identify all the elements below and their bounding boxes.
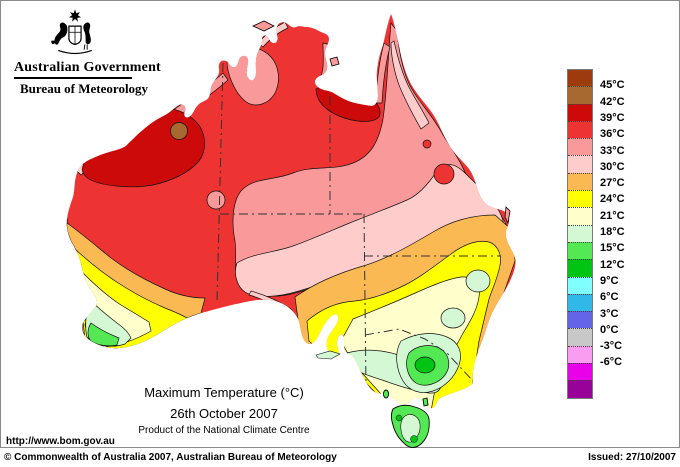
coat-of-arms bbox=[51, 9, 92, 55]
legend-label: 18°C bbox=[600, 226, 625, 238]
legend-label: 24°C bbox=[600, 193, 625, 206]
legend-swatch bbox=[568, 155, 592, 173]
flinders-island bbox=[422, 397, 429, 407]
legend-swatches bbox=[567, 69, 593, 399]
legend-swatch bbox=[568, 293, 592, 312]
legend-swatch bbox=[568, 103, 592, 121]
legend-swatch bbox=[568, 207, 592, 225]
legend-label: 42°C bbox=[600, 95, 625, 108]
king-island bbox=[383, 389, 389, 399]
legend-label: 0°C bbox=[600, 323, 619, 336]
legend-swatch bbox=[568, 172, 592, 191]
footer: © Commonwealth of Australia 2007, Austra… bbox=[0, 449, 680, 467]
hot-spots-red bbox=[422, 139, 455, 185]
kangaroo-tail bbox=[51, 40, 56, 44]
legend-label: 39°C bbox=[600, 111, 625, 124]
emu-icon bbox=[83, 22, 91, 45]
legend-label: 27°C bbox=[600, 177, 625, 190]
legend-label: 15°C bbox=[600, 242, 625, 255]
legend-swatch bbox=[568, 224, 592, 242]
bom-url: http://www.bom.gov.au bbox=[6, 436, 115, 447]
legend-swatch bbox=[568, 138, 592, 156]
legend-swatch bbox=[568, 120, 592, 139]
legend-swatch bbox=[568, 241, 592, 260]
legend-swatch bbox=[568, 311, 592, 329]
legend-swatch bbox=[568, 190, 592, 208]
legend-label: 33°C bbox=[600, 144, 625, 157]
copyright-text: © Commonwealth of Australia 2007, Austra… bbox=[4, 452, 337, 463]
legend-label: 12°C bbox=[600, 258, 625, 271]
bureau-title: Bureau of Meteorology bbox=[20, 81, 149, 96]
legend-label: -3°C bbox=[600, 340, 623, 353]
legend-swatch bbox=[568, 328, 592, 346]
map-title-block: Maximum Temperature (°C) 26th October 20… bbox=[64, 385, 384, 436]
issued-date: Issued: 27/10/2007 bbox=[588, 452, 676, 463]
legend-swatch bbox=[568, 259, 592, 277]
legend-swatch bbox=[568, 380, 592, 398]
map-date: 26th October 2007 bbox=[170, 406, 278, 421]
legend-label: 6°C bbox=[600, 291, 619, 304]
australia-temperature-map bbox=[66, 13, 517, 448]
map-frame: Australian Government Bureau of Meteorol… bbox=[0, 0, 680, 448]
legend-label: 21°C bbox=[600, 209, 625, 222]
legend-label: 3°C bbox=[600, 307, 619, 320]
legend-label: 36°C bbox=[600, 128, 625, 141]
band-brown bbox=[170, 122, 188, 140]
legend-swatch bbox=[568, 86, 592, 104]
legend-swatch bbox=[568, 70, 592, 87]
legend-swatch bbox=[568, 345, 592, 364]
legend-label: -6°C bbox=[600, 356, 623, 369]
legend-swatch bbox=[568, 363, 592, 381]
scroll-banner bbox=[58, 49, 92, 55]
tasmania-cold-spots bbox=[395, 414, 418, 443]
commonwealth-star-icon bbox=[68, 9, 82, 22]
legend-label: 9°C bbox=[600, 274, 619, 287]
emu-legs bbox=[83, 44, 88, 50]
legend-label: 30°C bbox=[600, 160, 625, 173]
map-title: Maximum Temperature (°C) bbox=[144, 385, 304, 400]
islands-salmon bbox=[252, 20, 511, 225]
light-green-islands bbox=[315, 350, 421, 443]
kangaroo-icon bbox=[54, 22, 68, 45]
map-product-note: Product of the National Climate Centre bbox=[138, 425, 310, 436]
kangaroo-island bbox=[315, 350, 341, 360]
legend-label: 45°C bbox=[600, 79, 625, 92]
state-borders bbox=[216, 62, 501, 388]
legend-swatch bbox=[568, 276, 592, 294]
tasmania-interior bbox=[400, 414, 421, 443]
header-divider bbox=[14, 77, 132, 79]
government-title: Australian Government bbox=[14, 60, 161, 75]
band-green bbox=[414, 356, 436, 374]
temperature-legend: 45°C 42°C 39°C 36°C 33°C 30°C 27°C 24°C 21°C 18°C… bbox=[567, 69, 679, 399]
